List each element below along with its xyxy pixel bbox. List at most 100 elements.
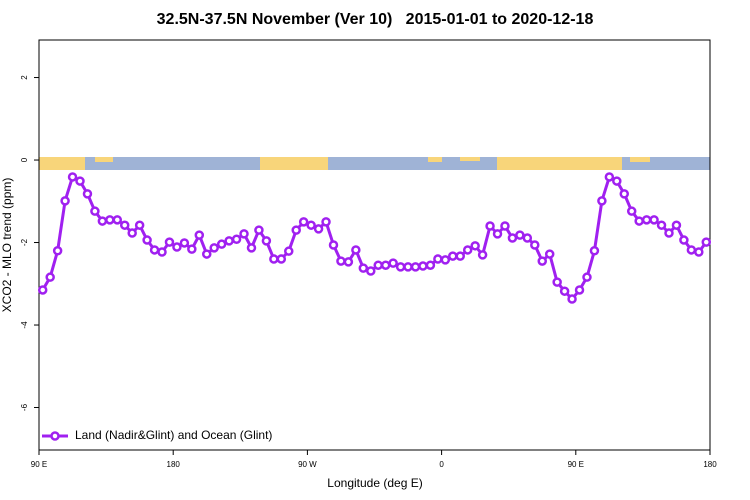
x-axis-label: Longitude (deg E) xyxy=(327,476,422,490)
x-tick-label: 0 xyxy=(439,460,444,469)
data-point xyxy=(626,206,637,216)
data-point xyxy=(343,257,354,267)
data-point xyxy=(567,294,577,304)
y-tick-label: -6 xyxy=(20,403,29,411)
data-point xyxy=(671,220,682,230)
data-point xyxy=(612,176,622,186)
data-point xyxy=(351,245,361,255)
y-tick-label: -4 xyxy=(20,321,29,329)
data-point xyxy=(552,277,562,287)
data-point xyxy=(328,240,339,250)
data-point xyxy=(589,246,600,256)
data-point xyxy=(149,245,160,255)
data-point xyxy=(239,229,249,239)
x-tick-label: 90 E xyxy=(31,460,47,469)
land-band xyxy=(497,157,622,170)
data-point xyxy=(582,272,592,282)
data-point xyxy=(97,216,108,226)
data-point xyxy=(366,266,376,276)
legend-marker xyxy=(50,431,60,441)
data-point xyxy=(485,221,495,231)
land-band xyxy=(260,157,328,170)
data-point xyxy=(164,237,175,247)
data-point xyxy=(597,196,607,206)
data-point xyxy=(336,256,346,266)
data-point xyxy=(142,235,152,245)
legend-label: Land (Nadir&Glint) and Ocean (Glint) xyxy=(75,428,272,442)
data-point xyxy=(90,206,100,216)
data-point xyxy=(254,225,264,235)
data-point xyxy=(231,234,242,244)
data-point xyxy=(395,262,406,272)
x-tick-label: 180 xyxy=(167,460,181,469)
data-point xyxy=(291,225,301,235)
y-tick-label: 2 xyxy=(20,75,29,80)
y-axis-label: XCO2 - MLO trend (ppm) xyxy=(0,178,14,313)
data-point xyxy=(82,189,93,199)
data-point xyxy=(321,217,331,227)
data-point xyxy=(284,246,294,256)
data-point xyxy=(246,243,257,253)
data-point xyxy=(105,215,115,225)
chart-title: 32.5N-37.5N November (Ver 10) 2015-01-01… xyxy=(157,11,594,28)
land-band xyxy=(428,157,442,162)
x-tick-label: 180 xyxy=(703,460,717,469)
data-point xyxy=(172,242,182,252)
data-point xyxy=(559,286,570,296)
data-point xyxy=(45,272,55,282)
data-point xyxy=(67,172,78,182)
data-point xyxy=(410,262,421,272)
land-ocean-band xyxy=(39,157,710,170)
data-point xyxy=(619,189,630,199)
x-tick-label: 90 W xyxy=(298,460,317,469)
data-point xyxy=(37,285,48,295)
data-point xyxy=(261,236,272,246)
data-point xyxy=(224,236,234,246)
y-tick-label: -2 xyxy=(20,238,29,246)
data-point xyxy=(574,285,585,295)
data-point xyxy=(306,220,316,230)
data-point xyxy=(209,243,219,253)
data-point xyxy=(462,245,473,255)
data-point xyxy=(75,176,85,186)
data-point xyxy=(127,228,137,238)
data-point xyxy=(440,255,451,265)
data-point xyxy=(656,220,667,230)
data-point xyxy=(298,217,309,227)
data-point xyxy=(157,247,167,257)
data-point xyxy=(477,250,488,260)
data-point xyxy=(187,244,197,254)
data-point xyxy=(52,246,63,256)
data-point xyxy=(649,215,659,225)
data-point xyxy=(380,260,391,270)
data-point xyxy=(194,230,205,240)
data-point xyxy=(448,251,458,261)
land-band xyxy=(39,157,85,170)
data-point xyxy=(530,240,540,250)
data-point xyxy=(694,247,704,257)
data-point xyxy=(515,230,525,240)
data-point xyxy=(433,254,443,264)
data-point xyxy=(701,237,712,247)
plot-frame xyxy=(38,39,711,451)
data-point xyxy=(537,256,547,266)
data-point xyxy=(641,215,652,225)
data-point xyxy=(522,233,533,243)
data-point xyxy=(634,216,644,226)
data-point xyxy=(455,251,465,261)
data-point xyxy=(492,229,503,239)
data-point xyxy=(216,239,227,249)
data-point xyxy=(679,235,689,245)
data-point xyxy=(604,172,615,182)
data-point xyxy=(418,261,428,271)
x-tick-label: 90 E xyxy=(568,460,584,469)
data-point xyxy=(544,249,555,259)
data-point xyxy=(425,260,436,270)
y-tick-label: 0 xyxy=(20,157,29,162)
data-point xyxy=(664,228,674,238)
data-point xyxy=(403,262,413,272)
data-point xyxy=(179,238,190,248)
data-point xyxy=(134,220,145,230)
data-point xyxy=(686,245,697,255)
